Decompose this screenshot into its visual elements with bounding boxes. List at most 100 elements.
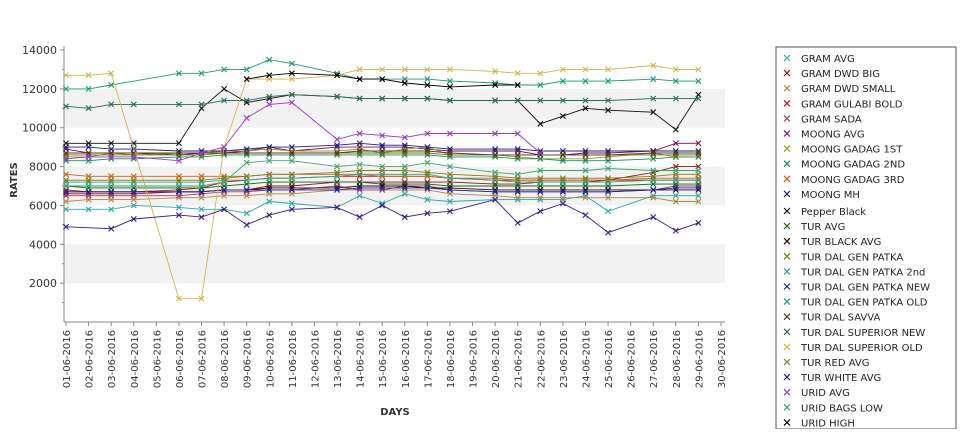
legend-item[interactable]: MOONG GADAG 2ND: [783, 160, 905, 171]
data-point: [446, 186, 453, 193]
data-point: [582, 78, 589, 85]
data-point: [605, 78, 612, 85]
data-point: [695, 198, 702, 205]
data-point: [198, 188, 205, 195]
x-tick-label: 04-06-2016: [130, 330, 141, 388]
data-point: [650, 149, 657, 156]
legend-marker: [783, 69, 791, 77]
legend-item[interactable]: GRAM GULABI BOLD: [783, 99, 903, 110]
data-point: [695, 219, 702, 226]
legend-item[interactable]: MOONG GADAG 3RD: [783, 175, 905, 186]
data-point: [288, 171, 295, 178]
series-line: [65, 199, 699, 234]
data-point: [379, 132, 386, 139]
data-point: [605, 66, 612, 73]
legend-marker: [783, 130, 791, 137]
data-point: [582, 157, 589, 164]
legend-item[interactable]: TUR DAL GEN PATKA OLD: [783, 298, 928, 309]
data-point: [537, 149, 544, 156]
legend-label: MOONG GADAG 3RD: [801, 175, 905, 186]
data-point: [514, 194, 521, 201]
data-point: [243, 186, 250, 193]
data-point: [63, 223, 69, 230]
legend-item[interactable]: TUR BLACK AVG: [783, 237, 881, 248]
data-point: [672, 177, 679, 184]
data-point: [379, 202, 386, 209]
legend-item[interactable]: TUR DAL SUPERIOR NEW: [783, 328, 925, 339]
data-point: [356, 214, 363, 221]
data-point: [266, 72, 273, 79]
legend-item[interactable]: GRAM DWD BIG: [783, 69, 880, 80]
x-tick-label: 06-06-2016: [175, 330, 186, 388]
legend-item[interactable]: TUR DAL GEN PATKA NEW: [783, 283, 930, 294]
legend-label: TUR DAL SUPERIOR OLD: [800, 343, 923, 354]
data-point: [695, 184, 702, 191]
data-point: [672, 184, 679, 191]
legend-item[interactable]: MOONG GADAG 1ST: [783, 145, 903, 156]
legend-item[interactable]: TUR RED AVG: [783, 358, 870, 369]
legend-item[interactable]: URID AVG: [783, 388, 850, 399]
data-point: [63, 177, 69, 184]
series-urid-high: [243, 70, 521, 90]
legend-label: TUR DAL SAVVA: [800, 313, 880, 324]
legend-item[interactable]: Pepper Black: [783, 207, 866, 218]
data-point: [446, 149, 453, 156]
data-point: [85, 188, 92, 195]
data-point: [63, 155, 69, 162]
legend-marker: [783, 190, 791, 198]
legend-item[interactable]: MOONG AVG: [783, 130, 865, 141]
data-point: [446, 66, 453, 73]
data-point: [356, 130, 363, 137]
x-tick-label: 27-06-2016: [649, 330, 660, 388]
data-point: [492, 188, 499, 195]
legend-item[interactable]: GRAM SADA: [783, 114, 862, 125]
data-point: [605, 208, 612, 215]
data-point: [401, 66, 408, 73]
data-point: [266, 56, 273, 63]
data-point: [401, 163, 408, 170]
data-point: [175, 212, 182, 219]
legend-item[interactable]: TUR DAL SUPERIOR OLD: [783, 343, 923, 354]
legend-item[interactable]: TUR AVG: [783, 222, 845, 233]
data-point: [243, 173, 250, 180]
legend-item[interactable]: GRAM DWD SMALL: [783, 84, 896, 95]
legend-item[interactable]: TUR DAL SAVVA: [783, 313, 880, 324]
legend-item[interactable]: URID HIGH: [783, 418, 855, 429]
legend-item[interactable]: GRAM AVG: [783, 54, 855, 65]
data-point: [672, 198, 679, 205]
data-point: [559, 113, 566, 120]
data-point: [605, 157, 612, 164]
x-tick-label: 12-06-2016: [310, 330, 321, 388]
data-point: [243, 159, 250, 166]
data-point: [198, 101, 205, 108]
legend-item[interactable]: TUR DAL GEN PATKA: [783, 252, 903, 263]
legend-item[interactable]: MOONG MH: [783, 190, 860, 201]
legend-label: URID AVG: [801, 388, 850, 399]
axes: 2000 4000 6000 8000 10000 12000 14000 01-06-201…: [22, 44, 728, 388]
data-point: [175, 149, 182, 156]
x-tick-label: 26-06-2016: [627, 330, 638, 388]
data-point: [446, 163, 453, 170]
data-point: [559, 194, 566, 201]
data-point: [334, 136, 341, 143]
legend-label: Pepper Black: [801, 207, 866, 218]
legend-marker: [783, 160, 791, 168]
data-point: [514, 151, 521, 158]
data-point: [243, 76, 250, 83]
data-point: [514, 146, 521, 153]
data-point: [221, 186, 228, 193]
data-point: [492, 146, 499, 153]
data-point: [85, 153, 92, 160]
legend-item[interactable]: TUR DAL GEN PATKA 2nd: [783, 267, 925, 278]
data-point: [221, 149, 228, 156]
data-point: [672, 227, 679, 234]
data-point: [266, 157, 273, 164]
data-point: [695, 78, 702, 85]
data-point: [401, 95, 408, 102]
legend-item[interactable]: TUR WHITE AVG: [783, 373, 881, 384]
legend-item[interactable]: URID BAGS LOW: [783, 403, 883, 414]
x-tick-label: 21-06-2016: [514, 330, 525, 388]
data-point: [446, 208, 453, 215]
data-point: [85, 85, 92, 92]
